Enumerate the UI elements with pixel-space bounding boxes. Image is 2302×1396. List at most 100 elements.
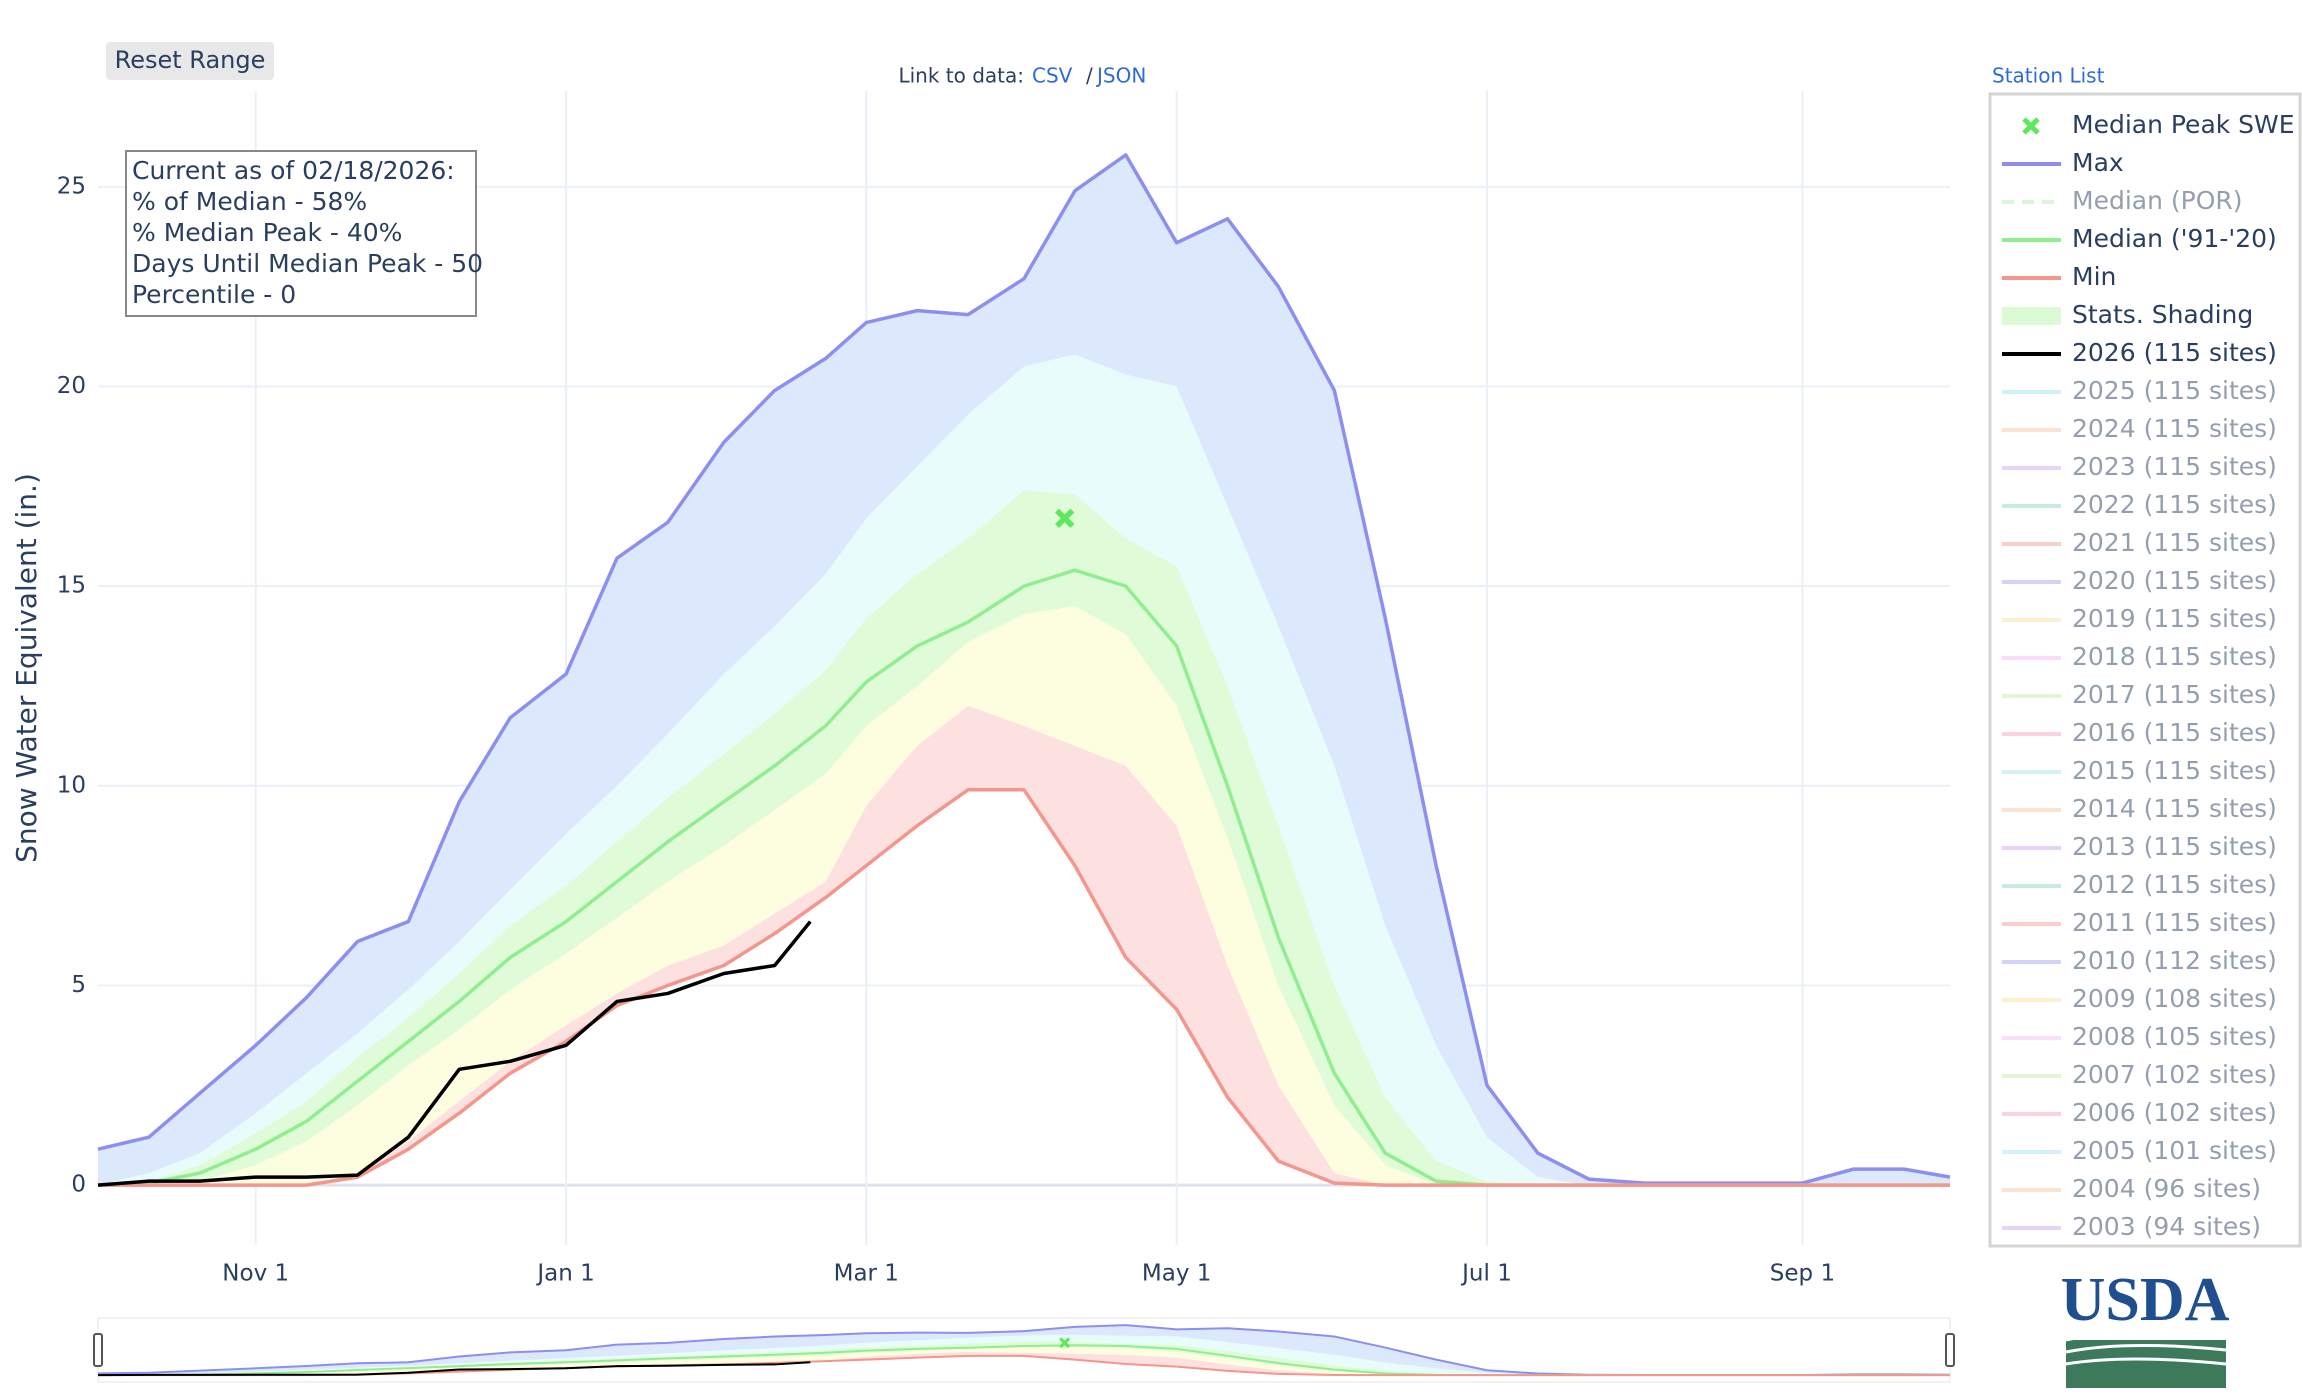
y-axis-title: Snow Water Equivalent (in.) [10, 473, 43, 863]
x-tick-label: Nov 1 [222, 1261, 289, 1287]
legend-item[interactable]: 2009 (108 sites) [2002, 984, 2277, 1013]
legend-item[interactable]: 2014 (115 sites) [2002, 794, 2277, 823]
json-link[interactable]: JSON [1095, 64, 1146, 88]
station-list-link[interactable]: Station List [1992, 64, 2105, 88]
legend-label: 2010 (112 sites) [2072, 946, 2277, 975]
median-peak-marker [1055, 508, 1075, 528]
annotation-line: Percentile - 0 [132, 280, 296, 309]
y-tick-label: 5 [71, 972, 86, 998]
legend-item[interactable]: 2024 (115 sites) [2002, 414, 2277, 443]
shading-band [98, 354, 1950, 1186]
shading-band [98, 490, 1950, 1186]
median-peak-marker [1059, 1337, 1071, 1349]
legend-label: Stats. Shading [2072, 300, 2253, 329]
legend-label: 2023 (115 sites) [2072, 452, 2277, 481]
x-tick-label: Jul 1 [1460, 1261, 1512, 1287]
link-separator: / [1086, 64, 1093, 88]
legend-label: 2006 (102 sites) [2072, 1098, 2277, 1127]
legend-item[interactable]: 2026 (115 sites) [2002, 338, 2277, 367]
legend-item[interactable]: Median ('91-'20) [2002, 224, 2277, 253]
legend-item[interactable]: 2005 (101 sites) [2002, 1136, 2277, 1165]
legend-label: Median ('91-'20) [2072, 224, 2277, 253]
legend-label: 2011 (115 sites) [2072, 908, 2277, 937]
y-tick-label: 0 [71, 1172, 86, 1198]
legend-label: 2022 (115 sites) [2072, 490, 2277, 519]
legend-label: Median (POR) [2072, 186, 2243, 215]
y-tick-label: 25 [57, 173, 86, 199]
legend-label: 2009 (108 sites) [2072, 984, 2277, 1013]
y-tick-label: 20 [57, 373, 86, 399]
legend-item[interactable]: Median Peak SWE [2022, 110, 2295, 139]
legend-item[interactable]: 2006 (102 sites) [2002, 1098, 2277, 1127]
legend-label: 2017 (115 sites) [2072, 680, 2277, 709]
legend-item[interactable]: 2013 (115 sites) [2002, 832, 2277, 861]
link-label: Link to data: [898, 64, 1024, 88]
legend-item[interactable]: 2021 (115 sites) [2002, 528, 2277, 557]
legend-item[interactable]: 2011 (115 sites) [2002, 908, 2277, 937]
series-line [98, 788, 1950, 1187]
legend-label: 2024 (115 sites) [2072, 414, 2277, 443]
legend-swatch [2002, 307, 2061, 325]
legend-item[interactable]: Max [2002, 148, 2124, 177]
annotation-line: % Median Peak - 40% [132, 218, 402, 247]
legend-item[interactable]: 2016 (115 sites) [2002, 718, 2277, 747]
range-slider-handle[interactable] [1945, 1333, 1955, 1367]
y-tick-label: 15 [57, 573, 86, 599]
range-slider-preview [97, 1324, 1951, 1377]
legend-label: 2025 (115 sites) [2072, 376, 2277, 405]
legend-item[interactable]: 2012 (115 sites) [2002, 870, 2277, 899]
legend-item[interactable]: 2025 (115 sites) [2002, 376, 2277, 405]
legend-label: 2005 (101 sites) [2072, 1136, 2277, 1165]
legend-item[interactable]: 2019 (115 sites) [2002, 604, 2277, 633]
annotation-line: % of Median - 58% [132, 187, 367, 216]
usda-logo: USDA [2061, 1266, 2230, 1388]
reset-button-label[interactable]: Reset Range [115, 46, 266, 74]
legend-label: 2008 (105 sites) [2072, 1022, 2277, 1051]
legend-label: 2004 (96 sites) [2072, 1174, 2261, 1203]
shading-band [98, 154, 1950, 1186]
legend-label: 2020 (115 sites) [2072, 566, 2277, 595]
legend-frame [1988, 92, 2302, 1248]
reset-button[interactable]: Reset Range [106, 42, 274, 80]
legend-item[interactable]: 2015 (115 sites) [2002, 756, 2277, 785]
range-slider-handle[interactable] [93, 1333, 103, 1367]
legend-item[interactable]: 2022 (115 sites) [2002, 490, 2277, 519]
legend-item[interactable]: 2008 (105 sites) [2002, 1022, 2277, 1051]
series-line [97, 920, 812, 1187]
legend-item[interactable]: Min [2002, 262, 2116, 291]
series-line [97, 1361, 811, 1377]
annotation-line: Days Until Median Peak - 50 [132, 249, 483, 278]
annotation-line: Current as of 02/18/2026: [132, 156, 455, 185]
legend-item[interactable]: 2017 (115 sites) [2002, 680, 2277, 709]
legend-item[interactable]: 2010 (112 sites) [2002, 946, 2277, 975]
legend-label: Median Peak SWE [2072, 110, 2295, 139]
legend-item[interactable]: Stats. Shading [2002, 300, 2253, 329]
legend-label: 2014 (115 sites) [2072, 794, 2277, 823]
legend-label: 2016 (115 sites) [2072, 718, 2277, 747]
reset-button-bg[interactable] [106, 42, 274, 80]
x-tick-label: Jan 1 [535, 1261, 594, 1287]
legend-swatch [2022, 117, 2040, 135]
legend-label: 2012 (115 sites) [2072, 870, 2277, 899]
legend-item[interactable]: Median (POR) [2002, 186, 2243, 215]
series-line [97, 153, 1951, 1185]
legend-item[interactable]: 2020 (115 sites) [2002, 566, 2277, 595]
legend-label: Min [2072, 262, 2116, 291]
legend-item[interactable]: 2023 (115 sites) [2002, 452, 2277, 481]
annotation-box [125, 150, 477, 317]
legend-label: 2021 (115 sites) [2072, 528, 2277, 557]
legend-item[interactable]: 2018 (115 sites) [2002, 642, 2277, 671]
legend-item[interactable]: 2004 (96 sites) [2002, 1174, 2261, 1203]
shading-band [98, 606, 1950, 1186]
csv-link[interactable]: CSV [1032, 64, 1073, 88]
legend-item[interactable]: 2007 (102 sites) [2002, 1060, 2277, 1089]
y-tick-label: 10 [57, 772, 86, 798]
legend-item[interactable]: 2003 (94 sites) [2002, 1212, 2261, 1241]
legend-label: 2003 (94 sites) [2072, 1212, 2261, 1241]
legend-label: 2026 (115 sites) [2072, 338, 2277, 367]
shading-band [98, 1346, 1950, 1376]
legend-label: 2018 (115 sites) [2072, 642, 2277, 671]
logo-waves [2065, 1330, 2227, 1366]
